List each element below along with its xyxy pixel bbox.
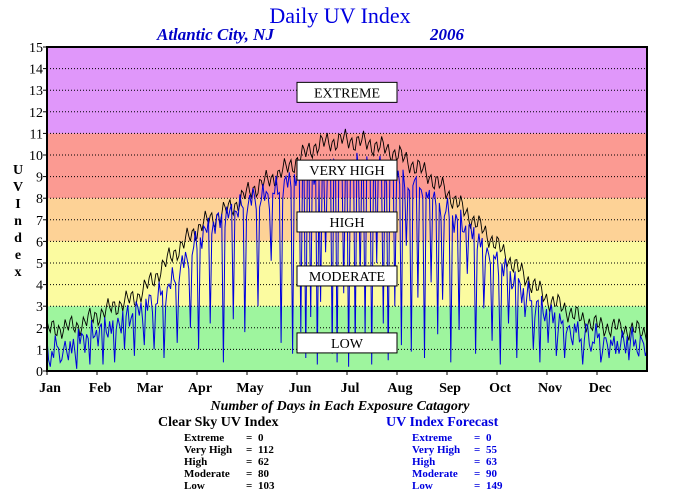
- table-row: Low = 149: [412, 480, 503, 492]
- category-label: High: [412, 456, 436, 468]
- equals-sign: =: [246, 456, 253, 468]
- y-axis-letter: e: [14, 248, 22, 263]
- month-label: Jun: [289, 381, 312, 396]
- equals-sign: =: [246, 468, 253, 480]
- y-tick-label: 5: [36, 257, 43, 272]
- table-row: Very High = 112: [184, 444, 275, 456]
- band-label-box: [296, 211, 398, 233]
- y-tick-label: 11: [30, 127, 43, 142]
- y-axis-label: U V I n d e x: [10, 162, 26, 281]
- y-tick-label: 3: [36, 300, 43, 315]
- month-label: Nov: [538, 381, 562, 396]
- category-label: Low: [184, 480, 205, 492]
- band-label-box: [296, 81, 398, 103]
- month-label: Mar: [137, 381, 163, 396]
- table-row: Extreme = 0: [184, 432, 275, 444]
- band-label: EXTREME: [314, 86, 380, 101]
- y-axis-letter: U: [12, 163, 24, 178]
- y-tick-label: 1: [36, 343, 43, 358]
- day-count: 63: [486, 456, 497, 468]
- y-axis-letter: V: [12, 180, 24, 195]
- clear-sky-heading: Clear Sky UV Index: [158, 415, 279, 430]
- day-count: 0: [258, 432, 264, 444]
- equals-sign: =: [474, 456, 481, 468]
- table-row: Extreme = 0: [412, 432, 503, 444]
- category-label: Moderate: [412, 468, 458, 480]
- band-label: HIGH: [330, 216, 365, 231]
- equals-sign: =: [246, 480, 253, 492]
- equals-sign: =: [474, 468, 481, 480]
- y-tick-label: 2: [36, 322, 43, 337]
- day-count: 80: [258, 468, 269, 480]
- y-tick-label: 13: [29, 84, 43, 99]
- day-count: 149: [486, 480, 503, 492]
- y-tick-label: 7: [36, 214, 43, 229]
- y-tick-label: 8: [36, 192, 43, 207]
- day-count: 112: [258, 444, 274, 456]
- month-label: Dec: [589, 381, 612, 396]
- month-label: Jul: [341, 381, 360, 396]
- category-label: Low: [412, 480, 433, 492]
- forecast-counts: UV Index Forecast Extreme = 0 Very High = 55…: [386, 415, 503, 492]
- table-row: High = 62: [184, 456, 275, 468]
- day-count: 90: [486, 468, 497, 480]
- y-tick-label: 15: [29, 41, 43, 56]
- month-label: May: [236, 381, 263, 396]
- chart-title: Daily UV Index: [269, 3, 411, 28]
- band-label: LOW: [331, 337, 364, 352]
- day-count: 0: [486, 432, 492, 444]
- clear-sky-counts: Clear Sky UV Index Extreme = 0 Very High = 1…: [158, 415, 278, 492]
- y-axis-letter: I: [15, 197, 21, 212]
- equals-sign: =: [474, 432, 481, 444]
- clear-sky-table: Extreme = 0 Very High = 112 High = 62 Moderate…: [184, 432, 275, 492]
- category-label: Extreme: [412, 432, 453, 444]
- clear-sky-line: [46, 128, 648, 344]
- day-count: 55: [486, 444, 497, 456]
- table-row: Moderate = 90: [412, 468, 503, 480]
- equals-sign: =: [246, 444, 253, 456]
- category-label: Very High: [184, 444, 233, 456]
- category-label: Extreme: [184, 432, 225, 444]
- y-tick-label: 12: [29, 106, 43, 121]
- category-label: Moderate: [184, 468, 230, 480]
- band-label: MODERATE: [309, 270, 385, 285]
- y-axis-letter: d: [14, 231, 22, 246]
- month-label: Aug: [388, 381, 413, 396]
- y-axis-letter: x: [14, 265, 22, 280]
- equals-sign: =: [246, 432, 253, 444]
- year-subtitle: 2006: [430, 25, 464, 44]
- table-row: Very High = 55: [412, 444, 503, 456]
- y-tick-label: 0: [36, 365, 43, 380]
- month-label: Jan: [39, 381, 61, 396]
- forecast-heading: UV Index Forecast: [386, 415, 499, 430]
- y-tick-label: 9: [36, 171, 43, 186]
- month-label: Apr: [188, 381, 212, 396]
- table-row: High = 63: [412, 456, 503, 468]
- month-label: Feb: [89, 381, 112, 396]
- location-subtitle: Atlantic City, NJ: [157, 25, 274, 44]
- band-label-box: [296, 265, 398, 287]
- y-tick-label: 6: [36, 235, 43, 250]
- y-tick-label: 14: [29, 63, 43, 78]
- equals-sign: =: [474, 480, 481, 492]
- y-tick-label: 4: [36, 279, 43, 294]
- y-tick-label: 10: [29, 149, 43, 164]
- band-label-box: [296, 159, 398, 181]
- day-count: 103: [258, 480, 275, 492]
- category-label: Very High: [412, 444, 461, 456]
- band-label-box: [296, 332, 398, 354]
- table-row: Low = 103: [184, 480, 275, 492]
- y-axis-letter: n: [14, 214, 22, 229]
- month-label: Sep: [439, 381, 461, 396]
- month-label: Oct: [489, 381, 511, 396]
- band-label: VERY HIGH: [309, 164, 384, 179]
- category-label: High: [184, 456, 208, 468]
- table-row: Moderate = 80: [184, 468, 275, 480]
- day-count: 62: [258, 456, 269, 468]
- equals-sign: =: [474, 444, 481, 456]
- counts-title: Number of Days in Each Exposure Catagory: [210, 399, 470, 414]
- forecast-table: Extreme = 0 Very High = 55 High = 63 Moderate =…: [412, 432, 503, 492]
